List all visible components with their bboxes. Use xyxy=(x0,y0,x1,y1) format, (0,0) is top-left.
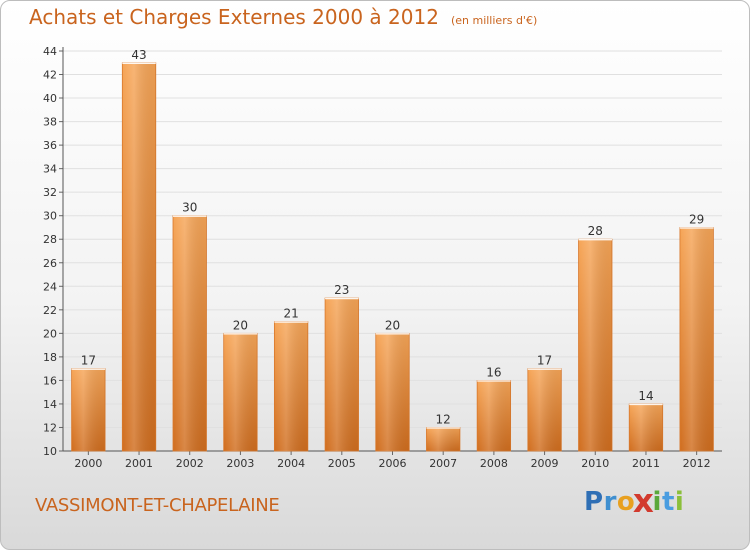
y-tick-label: 10 xyxy=(43,445,57,458)
x-tick-label: 2007 xyxy=(429,457,457,470)
bar-shine xyxy=(679,227,714,451)
bar-shine xyxy=(477,380,511,451)
value-label: 30 xyxy=(182,201,197,215)
value-label: 14 xyxy=(638,389,653,403)
x-tick-label: 2011 xyxy=(632,457,660,470)
y-tick-label: 42 xyxy=(43,69,57,82)
x-tick-label: 2001 xyxy=(125,457,153,470)
label-layer: 17 2000 43 2001 30 2002 20 2003 21 2004 23 2005 20 20… xyxy=(74,48,710,470)
x-tick-label: 2008 xyxy=(480,457,508,470)
value-label: 21 xyxy=(283,307,298,321)
value-label: 23 xyxy=(334,283,349,297)
x-tick-label: 2002 xyxy=(176,457,204,470)
chart-title: Achats et Charges Externes 2000 à 2012 (e… xyxy=(29,5,537,29)
logo-letter: i xyxy=(652,487,662,517)
bar-shine xyxy=(223,333,258,451)
bar-shine xyxy=(375,333,410,451)
y-tick-label: 34 xyxy=(43,163,57,176)
y-tick-label: 36 xyxy=(43,139,57,152)
logo-letter: x xyxy=(633,483,655,521)
bar-shine xyxy=(426,427,460,451)
y-tick-label: 32 xyxy=(43,186,57,199)
bar-shine xyxy=(274,321,308,451)
value-label: 20 xyxy=(233,318,248,332)
bar-shine xyxy=(173,215,207,451)
y-tick-label: 16 xyxy=(43,374,57,387)
bar-shine xyxy=(578,239,612,451)
bar-shine xyxy=(122,62,156,451)
chart-title-text: Achats et Charges Externes 2000 à 2012 xyxy=(29,5,439,29)
logo-letter: o xyxy=(616,487,636,517)
y-tick-label: 30 xyxy=(43,210,57,223)
value-label: 16 xyxy=(486,365,501,379)
value-label: 20 xyxy=(385,318,400,332)
x-tick-label: 2000 xyxy=(74,457,102,470)
x-tick-label: 2012 xyxy=(683,457,711,470)
value-label: 17 xyxy=(537,354,552,368)
x-tick-label: 2009 xyxy=(531,457,559,470)
x-tick-label: 2006 xyxy=(379,457,407,470)
y-tick-label: 24 xyxy=(43,280,57,293)
logo-letter: i xyxy=(674,487,685,517)
y-tick-label: 18 xyxy=(43,351,57,364)
y-tick-label: 40 xyxy=(43,92,57,105)
y-tick-label: 26 xyxy=(43,257,57,270)
y-tick-label: 38 xyxy=(43,116,57,129)
y-tick-label: 12 xyxy=(43,421,57,434)
logo-letter: t xyxy=(661,487,675,517)
value-label: 12 xyxy=(436,412,451,426)
x-tick-label: 2005 xyxy=(328,457,356,470)
x-tick-label: 2003 xyxy=(226,457,254,470)
y-tick-label: 28 xyxy=(43,233,57,246)
value-label: 17 xyxy=(81,354,96,368)
y-tick-label: 14 xyxy=(43,398,57,411)
logo-letter: P xyxy=(584,487,604,517)
bar-shine xyxy=(527,368,562,451)
bar-shine xyxy=(325,298,359,451)
value-label: 28 xyxy=(588,224,603,238)
bar-shine xyxy=(629,403,663,451)
y-tick-label: 20 xyxy=(43,327,57,340)
logo-letter: r xyxy=(603,487,617,517)
x-tick-label: 2010 xyxy=(581,457,609,470)
bar-layer xyxy=(71,62,714,452)
y-tick-label: 44 xyxy=(43,45,57,58)
y-tick-label: 22 xyxy=(43,304,57,317)
proxiti-logo: Proxiti xyxy=(584,483,685,521)
place-name: VASSIMONT-ET-CHAPELAINE xyxy=(35,495,280,516)
value-label: 29 xyxy=(689,212,704,226)
x-tick-label: 2004 xyxy=(277,457,305,470)
value-label: 43 xyxy=(131,48,146,62)
bar-shine xyxy=(71,368,106,451)
chart-subtitle: (en milliers d'€) xyxy=(450,14,538,27)
